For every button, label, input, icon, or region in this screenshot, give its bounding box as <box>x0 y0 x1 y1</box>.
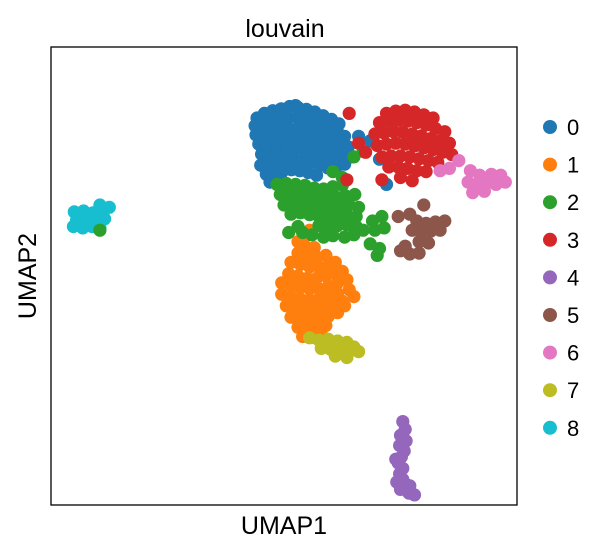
plot-frame <box>50 46 518 506</box>
data-point <box>328 349 342 363</box>
data-point <box>477 184 491 198</box>
legend-label: 5 <box>567 303 579 328</box>
legend-item-3: 3 <box>543 228 579 253</box>
data-point <box>386 125 401 139</box>
legend-label: 0 <box>567 115 579 140</box>
series-2 <box>270 144 391 262</box>
data-point <box>433 164 447 178</box>
data-point <box>326 165 340 179</box>
legend-item-0: 0 <box>543 115 579 140</box>
data-point <box>398 239 412 253</box>
points-layer <box>66 99 512 502</box>
series-0 <box>248 99 394 191</box>
legend-marker <box>543 120 557 134</box>
legend-item-4: 4 <box>543 265 579 290</box>
data-point <box>498 175 512 189</box>
data-point <box>340 173 354 187</box>
data-point <box>328 255 342 269</box>
legend-marker <box>543 383 557 398</box>
data-point <box>412 246 426 260</box>
series-6 <box>433 154 512 200</box>
series-8 <box>66 198 116 235</box>
legend-item-6: 6 <box>543 341 579 366</box>
legend-label: 7 <box>567 378 579 403</box>
data-point <box>421 236 436 250</box>
data-point <box>291 219 305 234</box>
series-7 <box>303 331 366 365</box>
data-point <box>326 229 340 243</box>
series-4 <box>389 415 422 502</box>
data-point <box>303 260 317 274</box>
data-point <box>405 174 419 188</box>
data-point <box>303 282 317 296</box>
data-point <box>319 248 333 262</box>
legend-marker <box>543 232 557 247</box>
legend-label: 6 <box>567 341 579 366</box>
data-point <box>352 345 366 359</box>
data-point <box>338 299 352 313</box>
data-point <box>342 106 356 120</box>
data-point <box>338 157 352 171</box>
legend-label: 2 <box>567 190 579 215</box>
legend-label: 8 <box>567 416 579 441</box>
series-5 <box>391 198 452 261</box>
data-point <box>403 479 417 493</box>
data-point <box>393 170 408 185</box>
legend-label: 4 <box>567 265 579 290</box>
legend-marker <box>543 308 557 322</box>
data-point <box>340 273 354 287</box>
legend-marker <box>543 345 557 360</box>
data-point <box>433 223 447 237</box>
legend-item-1: 1 <box>543 153 579 178</box>
data-point <box>347 290 361 304</box>
data-point <box>359 145 373 159</box>
data-point <box>348 187 362 202</box>
data-point <box>452 154 466 168</box>
data-point <box>391 209 405 224</box>
data-point <box>382 160 396 174</box>
series-3 <box>340 103 459 188</box>
legend-marker <box>543 195 557 210</box>
data-point <box>390 475 404 489</box>
legend: 0 1 2 3 4 5 6 7 8 <box>543 115 579 441</box>
data-point <box>356 223 370 237</box>
series-1 <box>275 223 361 344</box>
legend-label: 1 <box>567 153 579 178</box>
data-point <box>466 186 480 200</box>
data-point <box>349 209 363 224</box>
legend-label: 3 <box>567 228 579 253</box>
data-point <box>102 200 116 214</box>
data-point <box>375 209 389 224</box>
chart-title: louvain <box>245 15 324 43</box>
data-point <box>300 271 314 285</box>
data-point <box>377 221 391 235</box>
x-axis-label: UMAP1 <box>241 512 327 540</box>
series-extra-9 <box>93 223 107 237</box>
legend-item-8: 8 <box>543 416 579 441</box>
data-point <box>84 214 98 228</box>
legend-marker <box>543 157 557 172</box>
data-point <box>442 136 456 150</box>
data-point <box>93 223 107 237</box>
legend-item-2: 2 <box>543 190 579 215</box>
legend-item-7: 7 <box>543 378 579 403</box>
legend-marker <box>543 420 557 435</box>
data-point <box>370 248 384 262</box>
data-point <box>340 350 354 365</box>
legend-marker <box>543 270 557 285</box>
data-point <box>389 452 403 466</box>
data-point <box>305 228 319 242</box>
data-point <box>319 338 333 352</box>
data-point <box>417 198 431 212</box>
data-point <box>310 168 324 182</box>
legend-item-5: 5 <box>543 303 579 328</box>
data-point <box>419 165 433 179</box>
data-point <box>384 149 398 163</box>
data-point <box>352 136 366 150</box>
y-axis-label: UMAP2 <box>14 233 42 319</box>
data-point <box>375 173 389 187</box>
